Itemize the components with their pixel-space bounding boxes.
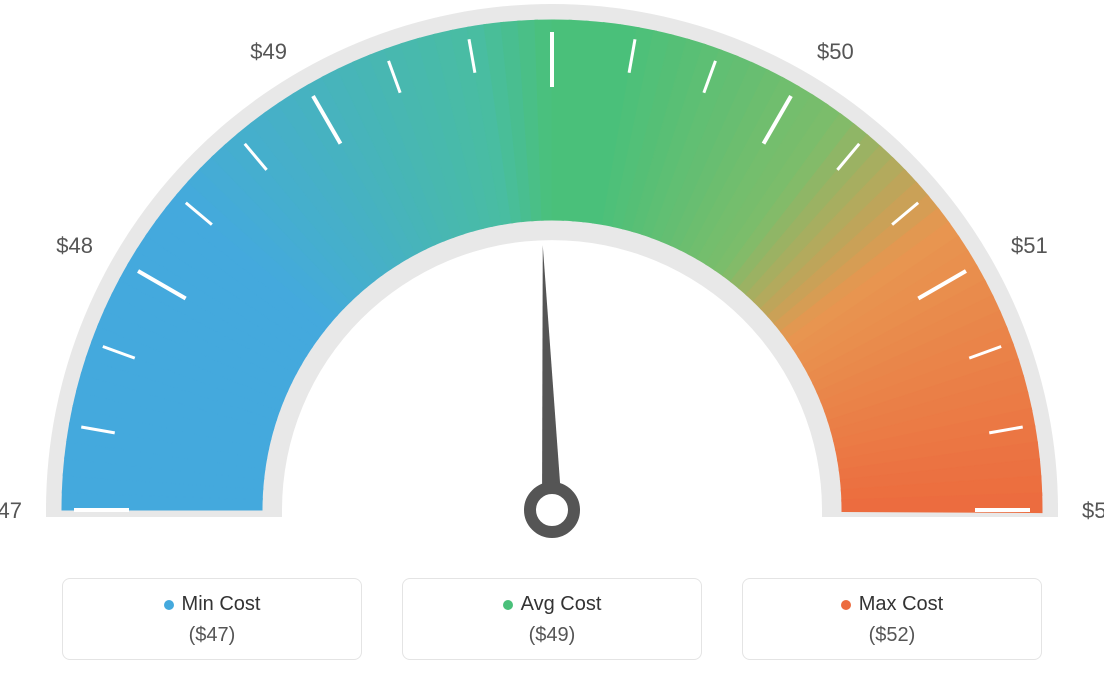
legend-label: Avg Cost — [521, 593, 602, 616]
legend-label: Max Cost — [859, 593, 943, 616]
dot-icon — [164, 600, 174, 610]
legend-title-max: Max Cost — [841, 593, 943, 616]
gauge-svg: $47$48$49$49$50$51$52 — [0, 0, 1104, 560]
legend-title-min: Min Cost — [164, 593, 261, 616]
legend-value: ($52) — [743, 624, 1041, 647]
legend-card-avg: Avg Cost ($49) — [402, 578, 702, 660]
gauge-tick-label: $48 — [56, 233, 93, 258]
legend-row: Min Cost ($47) Avg Cost ($49) Max Cost (… — [0, 578, 1104, 660]
cost-gauge-chart: $47$48$49$49$50$51$52 Min Cost ($47) Avg… — [0, 0, 1104, 690]
gauge-area: $47$48$49$49$50$51$52 — [0, 0, 1104, 560]
legend-title-avg: Avg Cost — [503, 593, 602, 616]
legend-value: ($47) — [63, 624, 361, 647]
gauge-tick-label: $49 — [250, 39, 287, 64]
dot-icon — [503, 600, 513, 610]
legend-value: ($49) — [403, 624, 701, 647]
gauge-tick-label: $52 — [1082, 498, 1104, 523]
legend-card-max: Max Cost ($52) — [742, 578, 1042, 660]
legend-card-min: Min Cost ($47) — [62, 578, 362, 660]
gauge-needle — [542, 245, 562, 510]
legend-label: Min Cost — [182, 593, 261, 616]
dot-icon — [841, 600, 851, 610]
gauge-tick-label: $50 — [817, 39, 854, 64]
gauge-tick-label: $47 — [0, 498, 22, 523]
gauge-needle-hub — [530, 488, 574, 532]
gauge-tick-label: $51 — [1011, 233, 1048, 258]
